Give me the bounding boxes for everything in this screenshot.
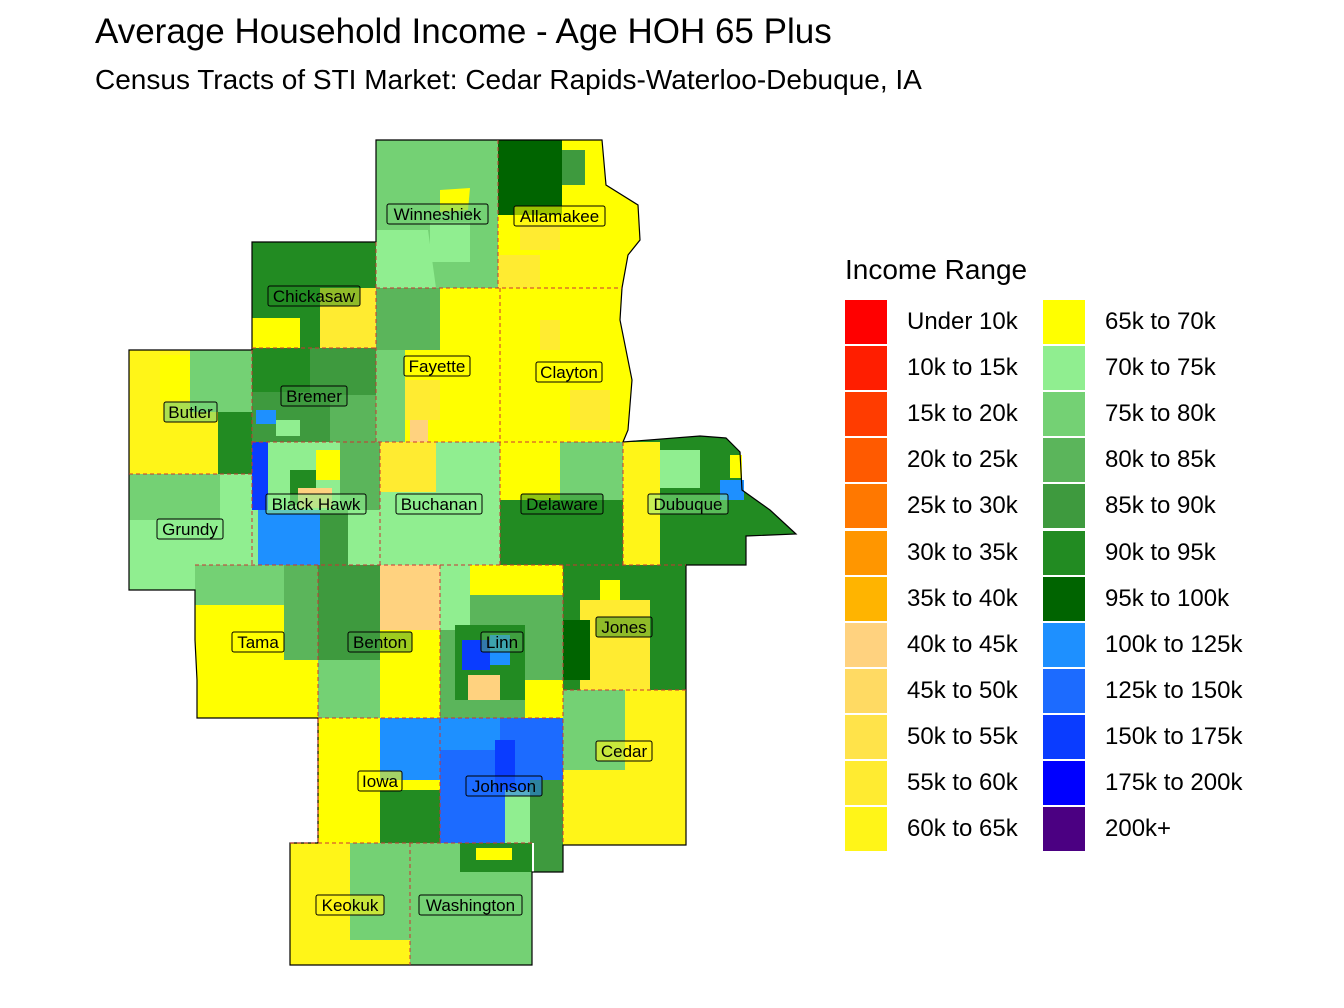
- svg-text:Fayette: Fayette: [409, 357, 466, 376]
- legend-label: 35k to 40k: [907, 584, 1018, 612]
- county-label-clayton: Clayton: [535, 361, 603, 383]
- svg-text:Keokuk: Keokuk: [322, 896, 379, 915]
- county-label-cedar: Cedar: [595, 740, 653, 762]
- legend-label: 10k to 15k: [907, 354, 1018, 382]
- county-label-washington: Washington: [418, 894, 523, 916]
- county-label-butler: Butler: [163, 401, 218, 423]
- legend-swatch: [845, 576, 887, 621]
- county-label-bremer: Bremer: [280, 385, 348, 407]
- map-legend: Income Range Under 10k 10k to 15k 15k to 2…: [845, 252, 1242, 852]
- legend-label: 55k to 60k: [907, 769, 1018, 796]
- svg-text:Benton: Benton: [353, 633, 407, 652]
- svg-text:Bremer: Bremer: [286, 387, 342, 406]
- legend-swatch: [1043, 807, 1085, 852]
- svg-text:Buchanan: Buchanan: [401, 495, 478, 514]
- county-label-allamakee: Allamakee: [513, 205, 606, 227]
- legend-label: 200k+: [1105, 815, 1172, 843]
- county-label-benton: Benton: [347, 631, 413, 653]
- svg-text:Cedar: Cedar: [601, 742, 648, 761]
- svg-text:Grundy: Grundy: [162, 520, 218, 539]
- county-label-johnson: Johnson: [465, 775, 543, 797]
- legend-title: Income Range: [845, 254, 1028, 285]
- legend-swatch: [1043, 484, 1085, 529]
- legend-label: 60k to 65k: [907, 815, 1018, 843]
- legend-label: 30k to 35k: [907, 538, 1018, 566]
- legend-swatch: [845, 668, 887, 713]
- county-label-jones: Jones: [595, 616, 653, 638]
- county-fills: [129, 140, 796, 965]
- tract-patches: [129, 140, 744, 940]
- county-label-chickasaw: Chickasaw: [267, 285, 361, 307]
- county-boundaries: [129, 140, 686, 965]
- legend-swatch: [845, 761, 887, 805]
- legend-label: 150k to 175k: [1105, 722, 1243, 750]
- legend-swatch: [845, 530, 887, 575]
- legend-label: 175k to 200k: [1105, 769, 1243, 796]
- svg-text:Chickasaw: Chickasaw: [273, 287, 356, 306]
- legend-swatch: [1043, 761, 1085, 805]
- legend-swatch: [1043, 392, 1085, 437]
- legend-swatch: [1043, 668, 1085, 713]
- legend-label: 75k to 80k: [1105, 400, 1216, 428]
- legend-swatch: [1043, 530, 1085, 575]
- county-label-keokuk: Keokuk: [315, 894, 385, 916]
- legend-swatch: [845, 714, 887, 759]
- county-label-iowa: Iowa: [357, 770, 403, 792]
- legend-label: 40k to 45k: [907, 630, 1018, 658]
- legend-swatch: [1043, 622, 1085, 667]
- legend-swatch: [845, 622, 887, 667]
- svg-text:Black Hawk: Black Hawk: [272, 495, 361, 514]
- legend-swatch: [845, 438, 887, 483]
- svg-text:Iowa: Iowa: [362, 772, 398, 791]
- legend-swatch: [1043, 714, 1085, 759]
- county-label-blackhawk: Black Hawk: [265, 493, 367, 515]
- legend-label: 70k to 75k: [1105, 354, 1216, 382]
- svg-text:Linn: Linn: [486, 633, 518, 652]
- svg-text:Jones: Jones: [601, 618, 646, 637]
- legend-swatch: [845, 300, 887, 344]
- legend-label: 25k to 30k: [907, 492, 1018, 520]
- county-label-buchanan: Buchanan: [395, 493, 483, 515]
- county-label-tama: Tama: [231, 631, 285, 653]
- legend-swatch: [845, 346, 887, 391]
- svg-text:Clayton: Clayton: [540, 363, 598, 382]
- svg-text:Tama: Tama: [237, 633, 279, 652]
- legend-swatch: [1043, 300, 1085, 344]
- county-label-dubuque: Dubuque: [647, 493, 729, 515]
- legend-swatch: [1043, 576, 1085, 621]
- legend-swatch: [845, 807, 887, 852]
- county-label-fayette: Fayette: [403, 355, 471, 377]
- svg-text:Delaware: Delaware: [526, 495, 598, 514]
- svg-text:Allamakee: Allamakee: [520, 207, 599, 226]
- legend-label: 80k to 85k: [1105, 446, 1216, 474]
- legend-label: 95k to 100k: [1105, 584, 1230, 612]
- svg-text:Dubuque: Dubuque: [653, 495, 722, 514]
- county-labels: Winneshiek Allamakee Chickasaw Fayette C…: [156, 203, 729, 916]
- county-label-linn: Linn: [480, 631, 524, 653]
- legend-label: 65k to 70k: [1105, 308, 1216, 335]
- legend-label: 125k to 150k: [1105, 676, 1243, 704]
- svg-text:Johnson: Johnson: [472, 777, 536, 796]
- legend-label: 15k to 20k: [907, 400, 1018, 428]
- legend-label: 50k to 55k: [907, 722, 1018, 750]
- legend-label: 90k to 95k: [1105, 538, 1216, 566]
- county-label-winneshiek: Winneshiek: [386, 203, 489, 225]
- map-title: Average Household Income - Age HOH 65 Pl…: [95, 12, 832, 51]
- svg-text:Butler: Butler: [168, 403, 213, 422]
- legend-label: 85k to 90k: [1105, 492, 1216, 520]
- legend-label: 100k to 125k: [1105, 630, 1243, 658]
- legend-swatch: [1043, 438, 1085, 483]
- legend-swatch: [845, 484, 887, 529]
- legend-label: 20k to 25k: [907, 446, 1018, 474]
- county-label-grundy: Grundy: [156, 518, 224, 540]
- legend-label: Under 10k: [907, 308, 1018, 335]
- county-label-delaware: Delaware: [520, 493, 604, 515]
- legend-label: 45k to 50k: [907, 676, 1018, 704]
- legend-swatch: [1043, 346, 1085, 391]
- legend-swatch: [845, 392, 887, 437]
- svg-text:Winneshiek: Winneshiek: [394, 205, 482, 224]
- map-subtitle: Census Tracts of STI Market: Cedar Rapid…: [95, 64, 922, 95]
- svg-text:Washington: Washington: [426, 896, 515, 915]
